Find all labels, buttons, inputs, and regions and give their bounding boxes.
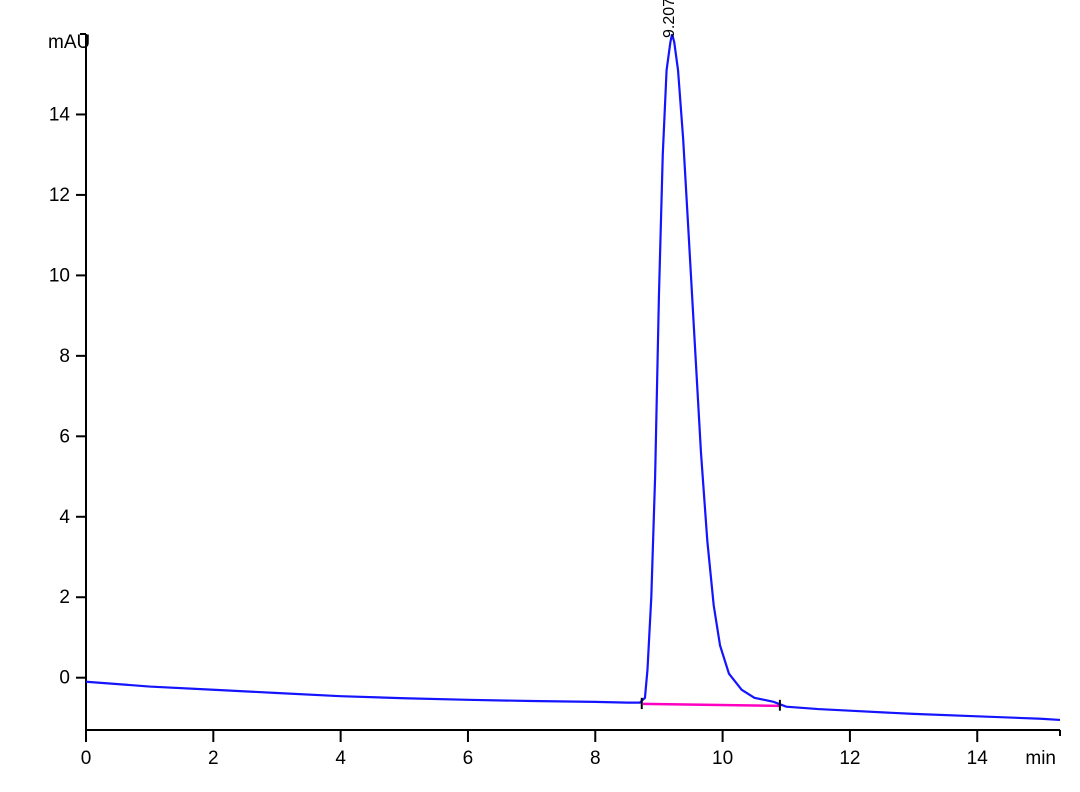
chart-svg: 0 2 4 6 8 10 12 14 0 2 4 6 8 10 12 14 mAU min 9.207 [0, 0, 1080, 792]
y-axis-label: mAU [48, 32, 90, 53]
y-tick-label: 0 [59, 668, 70, 689]
chromatogram-chart: 0 2 4 6 8 10 12 14 0 2 4 6 8 10 12 14 mAU min 9.207 [0, 0, 1080, 792]
y-tick-label: 10 [49, 265, 70, 286]
chart-background [0, 0, 1080, 792]
x-tick-label: 0 [81, 748, 92, 769]
x-tick-label: 10 [712, 748, 733, 769]
x-tick-label: 2 [208, 748, 219, 769]
y-tick-label: 2 [59, 587, 70, 608]
x-tick-label: 6 [463, 748, 474, 769]
y-tick-label: 4 [59, 507, 70, 528]
y-tick-label: 14 [49, 104, 71, 125]
peak-label: 9.207 [661, 0, 678, 38]
x-axis-label: min [1025, 748, 1056, 769]
x-tick-label: 8 [590, 748, 601, 769]
y-tick-label: 8 [59, 346, 70, 367]
x-tick-label: 14 [967, 748, 989, 769]
x-tick-label: 4 [335, 748, 346, 769]
x-tick-label: 12 [839, 748, 860, 769]
y-tick-label: 12 [49, 185, 70, 206]
y-tick-label: 6 [59, 426, 70, 447]
